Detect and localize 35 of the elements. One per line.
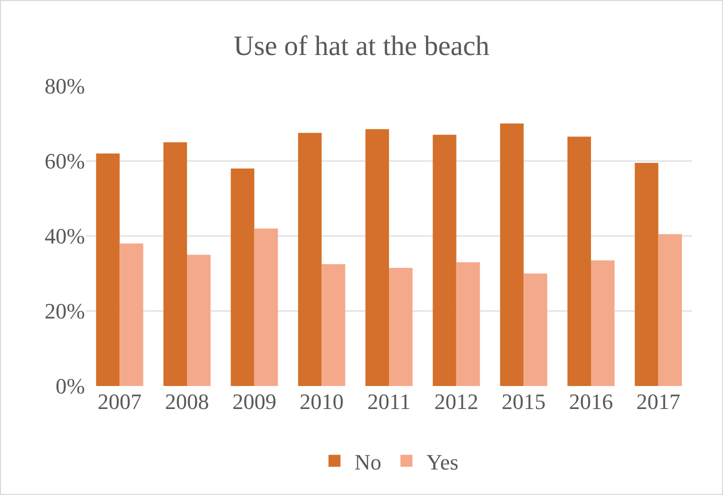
bar (524, 274, 548, 386)
bar (567, 136, 591, 386)
bar (456, 262, 480, 386)
x-tick-label: 2012 (434, 389, 478, 414)
x-tick-label: 2009 (232, 389, 276, 414)
bar (187, 254, 211, 386)
legend-label: No (354, 449, 382, 474)
bar (120, 244, 144, 386)
x-tick-label: 2017 (636, 389, 680, 414)
bar (163, 142, 187, 386)
y-tick-label: 40% (44, 224, 85, 249)
bar (432, 134, 456, 386)
x-tick-label: 2008 (165, 389, 209, 414)
bar (322, 264, 346, 386)
chart-title: Use of hat at the beach (234, 31, 490, 62)
bar (298, 132, 322, 386)
x-tick-label: 2010 (300, 389, 344, 414)
bar (254, 228, 278, 386)
x-tick-label: 2015 (502, 389, 546, 414)
y-tick-label: 80% (44, 74, 85, 99)
bar (634, 162, 658, 386)
bar (500, 124, 524, 386)
bar (365, 129, 389, 386)
y-tick-label: 0% (56, 374, 85, 399)
y-tick-label: 20% (44, 298, 85, 324)
bar (96, 154, 120, 386)
legend-label: Yes (426, 449, 458, 474)
bar (658, 234, 682, 386)
x-tick-label: 2016 (569, 389, 613, 414)
bar (591, 260, 615, 386)
bar (389, 268, 413, 386)
y-tick-label: 60% (44, 148, 85, 174)
x-tick-label: 2011 (367, 389, 411, 414)
x-tick-label: 2007 (98, 389, 142, 414)
bar (230, 168, 254, 386)
